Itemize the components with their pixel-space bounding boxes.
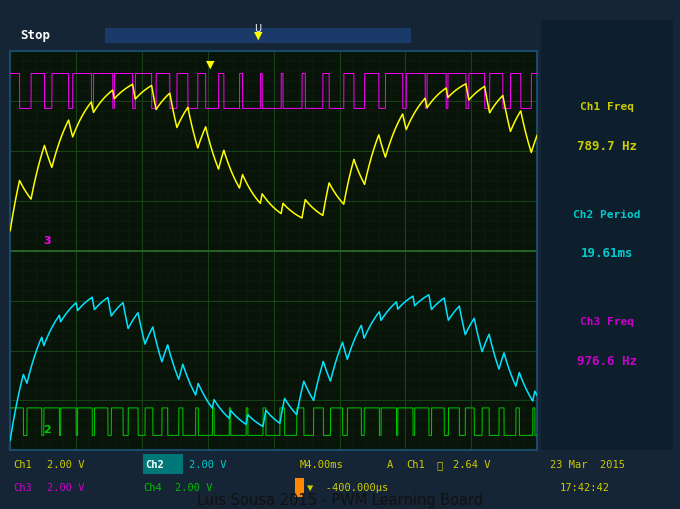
Text: 19.61ms: 19.61ms [581,246,633,260]
Text: Ch1 Freq: Ch1 Freq [580,102,634,112]
Text: Ch3 Freq: Ch3 Freq [580,317,634,327]
Text: Ch1: Ch1 [14,460,32,469]
Text: 2.64 V: 2.64 V [454,460,491,469]
Text: 2.00 V: 2.00 V [175,483,213,492]
Text: ▼: ▼ [206,60,215,69]
Text: 3: 3 [43,235,51,245]
Text: Ch4: Ch4 [143,483,163,492]
Bar [105,29,411,44]
Text: 2.00 V: 2.00 V [47,460,84,469]
Text: 2: 2 [43,425,51,435]
Text: ∯: ∯ [437,460,443,469]
Bar [143,455,184,474]
Text: 789.7 Hz: 789.7 Hz [577,139,637,152]
Text: Stop: Stop [21,29,51,42]
Text: Ch3: Ch3 [14,483,32,492]
Text: M4.00ms: M4.00ms [300,460,344,469]
Text: 23 Mar  2015: 23 Mar 2015 [550,460,625,469]
Bar [295,478,304,497]
Text: U: U [254,24,261,35]
Text: Luis Sousa 2015 - PWM Learning Board: Luis Sousa 2015 - PWM Learning Board [197,492,483,507]
Text: ▼  -400.000μs: ▼ -400.000μs [307,483,388,492]
Text: Ch2: Ch2 [146,460,165,469]
Text: 17:42:42: 17:42:42 [560,483,610,492]
Text: Ch1: Ch1 [407,460,426,469]
Text: A: A [387,460,393,469]
Text: 2.00 V: 2.00 V [189,460,226,469]
Text: 976.6 Hz: 976.6 Hz [577,354,637,367]
Text: 2.00 V: 2.00 V [47,483,84,492]
Text: Ch2 Period: Ch2 Period [573,210,641,219]
Text: ▼: ▼ [254,31,262,41]
